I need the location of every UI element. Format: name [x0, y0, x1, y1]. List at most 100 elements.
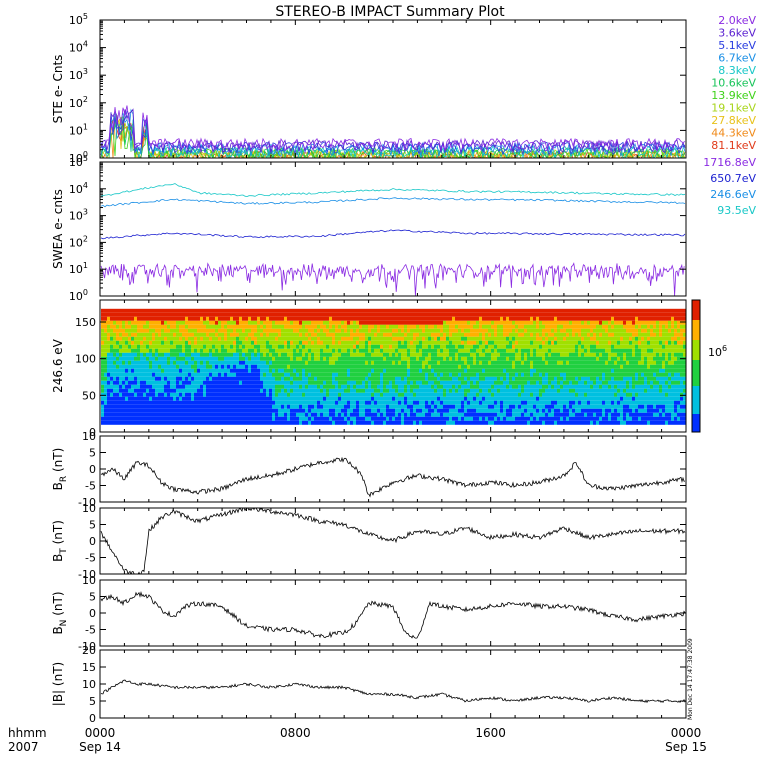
heatmap-cell: [356, 344, 359, 349]
heatmap-cell: [461, 372, 464, 377]
heatmap-cell: [533, 320, 536, 325]
heatmap-cell: [413, 352, 416, 357]
heatmap-cell: [467, 408, 470, 413]
heatmap-cell: [353, 368, 356, 373]
heatmap-cell: [293, 316, 296, 321]
heatmap-cell: [422, 320, 425, 325]
heatmap-cell: [497, 384, 500, 389]
heatmap-cell: [248, 340, 251, 345]
heatmap-cell: [395, 348, 398, 353]
heatmap-cell: [392, 336, 395, 341]
heatmap-cell: [221, 392, 224, 397]
heatmap-cell: [545, 368, 548, 373]
heatmap-cell: [206, 328, 209, 333]
heatmap-cell: [455, 388, 458, 393]
heatmap-cell: [584, 328, 587, 333]
heatmap-cell: [356, 376, 359, 381]
heatmap-cell: [290, 308, 293, 313]
heatmap-cell: [530, 356, 533, 361]
heatmap-cell: [488, 344, 491, 349]
heatmap-cell: [209, 396, 212, 401]
heatmap-cell: [407, 396, 410, 401]
heatmap-cell: [257, 360, 260, 365]
heatmap-cell: [491, 308, 494, 313]
heatmap-cell: [386, 384, 389, 389]
heatmap-cell: [161, 396, 164, 401]
heatmap-cell: [347, 332, 350, 337]
heatmap-cell: [146, 372, 149, 377]
heatmap-cell: [179, 416, 182, 421]
heatmap-cell: [185, 320, 188, 325]
heatmap-cell: [125, 332, 128, 337]
heatmap-cell: [119, 396, 122, 401]
heatmap-cell: [149, 356, 152, 361]
heatmap-cell: [185, 324, 188, 329]
heatmap-cell: [377, 308, 380, 313]
heatmap-cell: [260, 356, 263, 361]
heatmap-cell: [179, 372, 182, 377]
heatmap-cell: [272, 372, 275, 377]
heatmap-cell: [173, 332, 176, 337]
heatmap-cell: [296, 312, 299, 317]
heatmap-cell: [479, 396, 482, 401]
heatmap-cell: [443, 364, 446, 369]
panel-plot-area: [100, 183, 686, 296]
heatmap-cell: [203, 360, 206, 365]
heatmap-cell: [455, 420, 458, 425]
heatmap-cell: [452, 388, 455, 393]
heatmap-cell: [530, 360, 533, 365]
heatmap-cell: [545, 348, 548, 353]
heatmap-cell: [398, 420, 401, 425]
heatmap-cell: [239, 316, 242, 321]
heatmap-cell: [446, 352, 449, 357]
heatmap-cell: [119, 400, 122, 405]
heatmap-cell: [383, 412, 386, 417]
heatmap-cell: [290, 360, 293, 365]
heatmap-cell: [176, 320, 179, 325]
heatmap-cell: [518, 344, 521, 349]
heatmap-cell: [437, 392, 440, 397]
heatmap-cell: [515, 376, 518, 381]
heatmap-cell: [164, 324, 167, 329]
heatmap-cell: [131, 364, 134, 369]
heatmap-cell: [515, 328, 518, 333]
heatmap-cell: [341, 340, 344, 345]
heatmap-cell: [230, 320, 233, 325]
heatmap-cell: [101, 420, 104, 425]
heatmap-cell: [368, 320, 371, 325]
heatmap-cell: [401, 348, 404, 353]
heatmap-cell: [566, 400, 569, 405]
heatmap-cell: [326, 380, 329, 385]
heatmap-cell: [323, 344, 326, 349]
heatmap-cell: [134, 312, 137, 317]
heatmap-cell: [488, 308, 491, 313]
heatmap-cell: [263, 348, 266, 353]
heatmap-cell: [398, 344, 401, 349]
heatmap-cell: [224, 396, 227, 401]
heatmap-cell: [377, 356, 380, 361]
heatmap-cell: [488, 388, 491, 393]
heatmap-cell: [122, 404, 125, 409]
heatmap-cell: [356, 412, 359, 417]
heatmap-cell: [515, 420, 518, 425]
heatmap-cell: [464, 336, 467, 341]
heatmap-cell: [191, 352, 194, 357]
heatmap-cell: [506, 420, 509, 425]
heatmap-cell: [386, 316, 389, 321]
heatmap-cell: [311, 416, 314, 421]
heatmap-cell: [395, 328, 398, 333]
heatmap-cell: [497, 320, 500, 325]
heatmap-cell: [404, 372, 407, 377]
heatmap-cell: [311, 344, 314, 349]
heatmap-cell: [101, 396, 104, 401]
heatmap-cell: [278, 328, 281, 333]
heatmap-cell: [341, 328, 344, 333]
heatmap-cell: [371, 316, 374, 321]
heatmap-cell: [446, 412, 449, 417]
heatmap-cell: [425, 332, 428, 337]
heatmap-cell: [557, 396, 560, 401]
heatmap-cell: [137, 316, 140, 321]
heatmap-cell: [491, 388, 494, 393]
heatmap-cell: [554, 368, 557, 373]
heatmap-cell: [281, 324, 284, 329]
